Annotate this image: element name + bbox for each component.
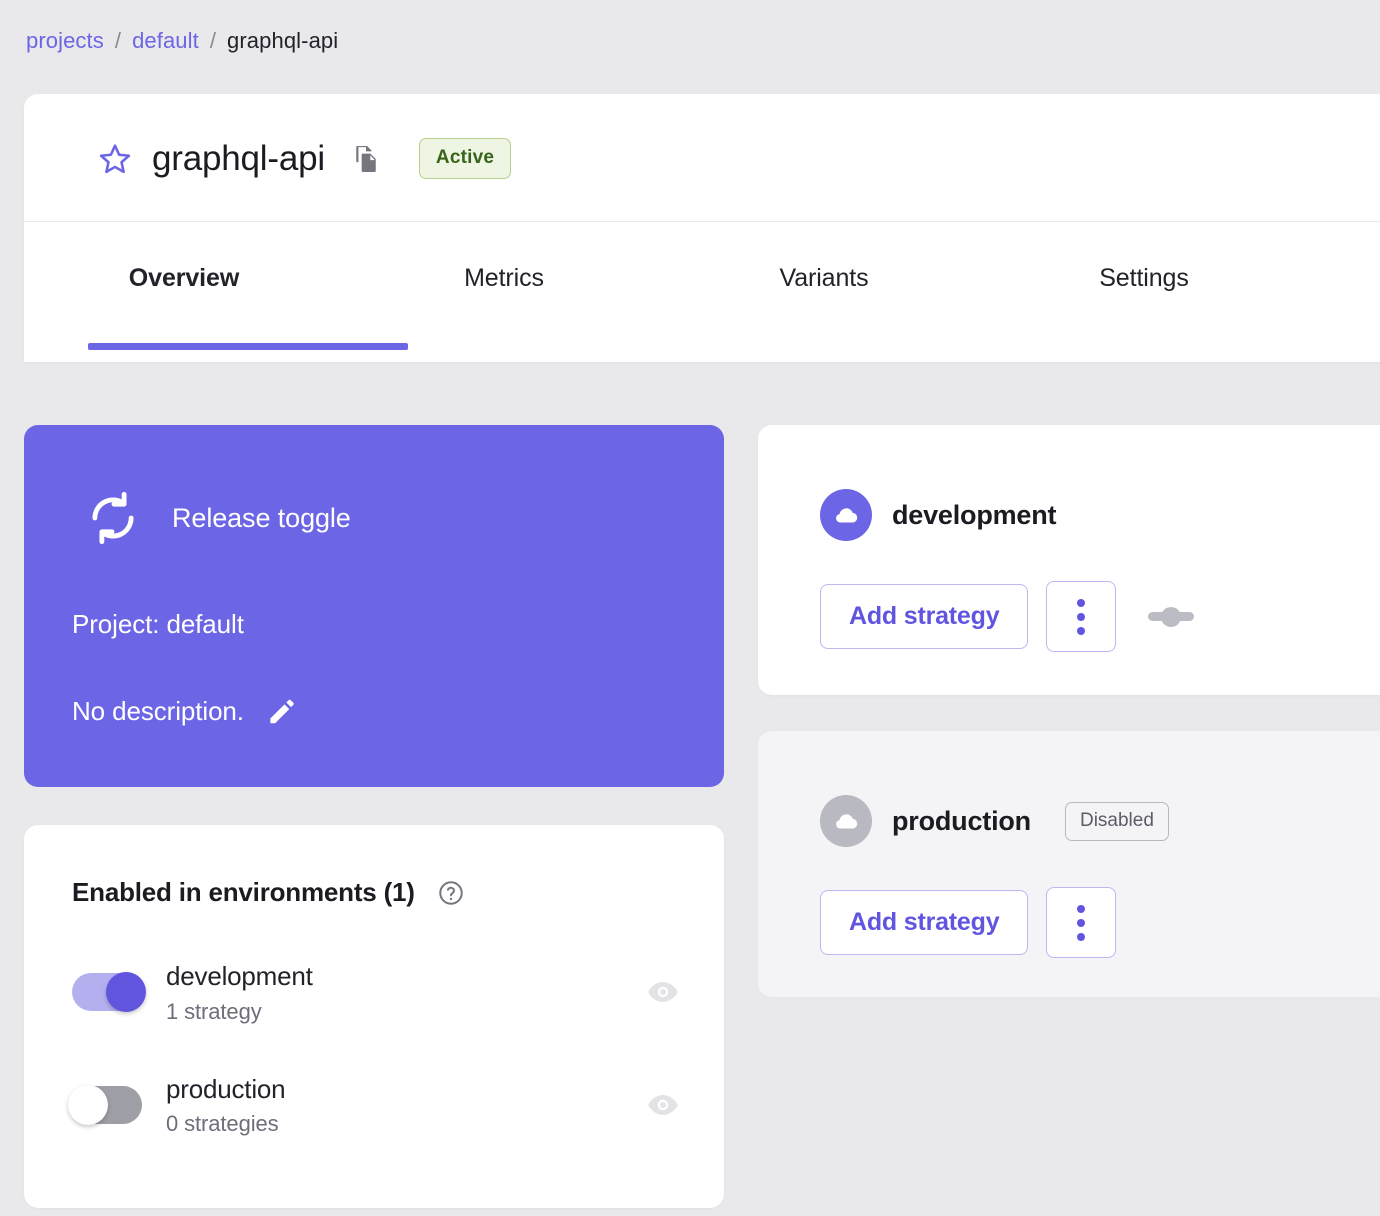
- breadcrumb-link-default[interactable]: default: [132, 28, 199, 53]
- breadcrumb-separator: /: [114, 28, 122, 53]
- more-vertical-icon[interactable]: [1046, 887, 1117, 958]
- tab-settings[interactable]: Settings: [1099, 263, 1189, 292]
- active-tab-indicator: [88, 343, 408, 350]
- tab-variants[interactable]: Variants: [779, 263, 869, 292]
- more-vertical-icon[interactable]: [1046, 581, 1117, 652]
- sync-refresh-icon: [84, 489, 142, 547]
- toggle-production[interactable]: [68, 1084, 142, 1125]
- add-strategy-button[interactable]: Add strategy: [820, 584, 1029, 649]
- release-description-text: No description.: [72, 696, 244, 726]
- toggle-development[interactable]: [72, 972, 146, 1013]
- environment-card-name: production: [892, 805, 1031, 836]
- environment-card-name: development: [892, 499, 1057, 530]
- list-item: production 0 strategies: [24, 1073, 724, 1138]
- environment-card-production: production Disabled Add strategy: [758, 731, 1380, 997]
- environment-text: production 0 strategies: [166, 1073, 646, 1138]
- environment-name: development: [166, 961, 313, 991]
- enabled-in-environments-header: Enabled in environments (1): [24, 825, 724, 908]
- tab-metrics[interactable]: Metrics: [464, 263, 544, 292]
- copy-icon[interactable]: [353, 144, 379, 174]
- drag-handle-icon[interactable]: [1148, 606, 1195, 627]
- tab-bar: Overview Metrics Variants Settings: [24, 222, 1380, 362]
- environment-strategy-count: 0 strategies: [166, 1111, 279, 1136]
- page-title: graphql-api: [152, 138, 325, 178]
- enabled-in-environments-panel: Enabled in environments (1) development …: [24, 825, 724, 1208]
- release-toggle-header: Release toggle: [24, 425, 724, 547]
- environment-text: development 1 strategy: [166, 960, 646, 1025]
- breadcrumb-current: graphql-api: [227, 28, 339, 53]
- environment-card-actions: Add strategy: [758, 847, 1380, 958]
- environment-card-development: development Add strategy: [758, 425, 1380, 695]
- status-badge-disabled: Disabled: [1064, 801, 1169, 841]
- status-badge: Active: [418, 138, 512, 179]
- question-mark-circle-icon[interactable]: [437, 879, 465, 907]
- release-toggle-title: Release toggle: [172, 502, 351, 533]
- environment-name: production: [166, 1073, 286, 1104]
- eye-icon[interactable]: [646, 1093, 680, 1117]
- tab-overview[interactable]: Overview: [128, 263, 240, 292]
- release-toggle-card: Release toggle Project: default No descr…: [24, 425, 724, 787]
- environment-strategy-count: 1 strategy: [166, 998, 262, 1024]
- feature-header-row: graphql-api Active: [24, 94, 1380, 222]
- star-outline-icon[interactable]: [98, 142, 132, 176]
- cloud-icon: [820, 795, 872, 847]
- add-strategy-button[interactable]: Add strategy: [820, 890, 1029, 955]
- environment-card-header: production Disabled: [758, 731, 1380, 847]
- list-item: development 1 strategy: [24, 960, 724, 1025]
- breadcrumb: projects / default / graphql-api: [0, 0, 1380, 54]
- release-project-line: Project: default: [72, 609, 244, 639]
- environment-card-header: development: [758, 425, 1380, 541]
- cloud-icon: [820, 489, 872, 541]
- environment-card-actions: Add strategy: [758, 541, 1380, 652]
- feature-header-card: graphql-api Active Overview Metrics Vari…: [24, 94, 1380, 362]
- breadcrumb-separator: /: [209, 28, 217, 53]
- eye-icon[interactable]: [646, 980, 680, 1004]
- enabled-in-environments-title: Enabled in environments (1): [72, 877, 415, 907]
- pencil-icon[interactable]: [266, 697, 296, 727]
- release-description-row: No description.: [24, 696, 724, 727]
- breadcrumb-link-projects[interactable]: projects: [26, 28, 104, 53]
